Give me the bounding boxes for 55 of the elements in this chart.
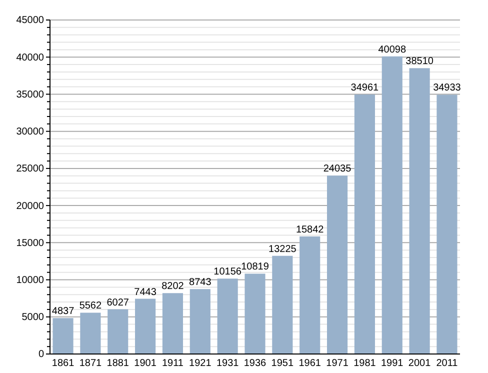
y-tick-label: 30000 — [16, 126, 44, 138]
data-label: 10156 — [214, 266, 242, 278]
y-tick-label: 10000 — [16, 274, 44, 286]
x-tick-label: 1911 — [162, 358, 184, 370]
data-label: 13225 — [268, 244, 297, 255]
data-label: 34961 — [350, 82, 380, 94]
bar — [135, 298, 156, 354]
x-tick-label: 1981 — [354, 358, 376, 370]
data-label: 6027 — [106, 297, 130, 308]
bar — [190, 289, 210, 354]
data-label: 4837 — [52, 306, 75, 318]
bar — [52, 318, 74, 354]
x-tick-label: 1951 — [271, 358, 294, 370]
x-tick-label: 1991 — [381, 358, 404, 370]
bar — [244, 274, 266, 354]
x-tick-label: 1961 — [298, 358, 322, 370]
x-tick-label: 1881 — [106, 358, 130, 370]
x-tick-label: 1871 — [79, 358, 102, 370]
data-label: 8202 — [162, 281, 184, 292]
y-tick-label: 5000 — [22, 312, 44, 324]
bar — [162, 293, 184, 354]
bar — [272, 256, 293, 354]
bar — [326, 176, 348, 354]
x-tick-label: 1936 — [244, 358, 267, 370]
y-tick-label: 45000 — [16, 15, 44, 26]
data-label: 5562 — [79, 300, 102, 312]
x-tick-label: 1901 — [134, 358, 157, 370]
y-tick-label: 40000 — [16, 52, 44, 64]
data-label: 8743 — [189, 277, 212, 288]
data-label: 7443 — [134, 286, 157, 298]
y-tick-label: 35000 — [16, 89, 44, 100]
y-tick-label: 20000 — [16, 200, 44, 212]
bar — [80, 312, 101, 354]
bar — [217, 278, 238, 354]
x-tick-label: 2011 — [436, 358, 458, 370]
data-label: 38510 — [406, 56, 434, 68]
data-label: 40098 — [378, 44, 406, 56]
x-tick-label: 2001 — [408, 358, 432, 370]
x-tick-label: 1921 — [189, 358, 212, 370]
bar — [300, 236, 320, 354]
x-tick-label: 1861 — [52, 358, 75, 370]
x-tick-label: 1931 — [216, 358, 240, 370]
bar — [409, 68, 430, 354]
bar — [108, 309, 128, 354]
bar — [354, 94, 375, 354]
data-label: 24035 — [323, 164, 352, 175]
y-tick-label: 15000 — [16, 238, 44, 249]
x-tick-label: 1971 — [326, 358, 349, 370]
bar — [436, 94, 458, 354]
y-tick-label: 0 — [38, 349, 44, 360]
data-label: 15842 — [296, 224, 324, 236]
data-label: 34933 — [433, 82, 462, 94]
bar — [382, 56, 402, 354]
y-tick-label: 25000 — [16, 164, 44, 175]
data-label: 10819 — [241, 262, 270, 273]
